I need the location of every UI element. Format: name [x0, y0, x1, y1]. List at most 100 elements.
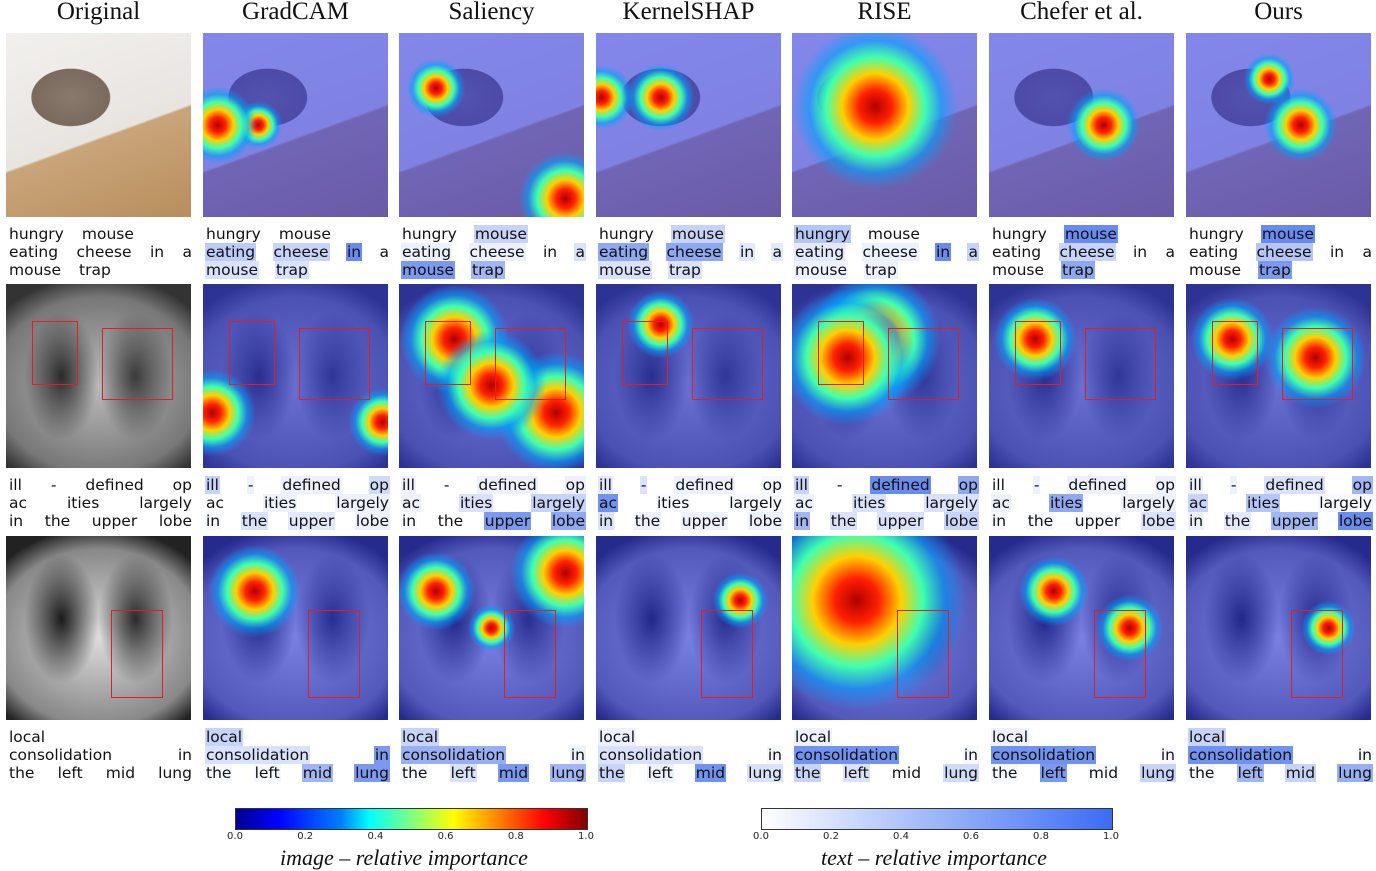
token-line: eating cheese in a: [991, 243, 1176, 261]
token: lung: [1337, 764, 1373, 782]
token-text: hungry mouse eating cheese in a mouse trap: [598, 225, 783, 279]
token: local: [401, 728, 440, 746]
token: mouse: [81, 225, 134, 243]
token: the: [9, 764, 35, 782]
token-line: local: [1188, 728, 1373, 746]
token: hungry: [794, 225, 851, 243]
token-line: ac ities largely: [598, 494, 783, 512]
token: a: [379, 243, 389, 261]
token: the: [598, 764, 626, 782]
token: lobe: [943, 512, 979, 530]
token: mid: [105, 764, 136, 782]
token: cheese: [1058, 243, 1116, 261]
heatmap-overlay: [989, 33, 1174, 217]
token: ities: [1048, 494, 1084, 512]
token: a: [771, 243, 783, 261]
token-line: local: [598, 728, 783, 746]
token: local: [794, 728, 833, 746]
token-text: hungry mouse eating cheese in a mouse trap: [205, 225, 390, 279]
token: ac: [991, 494, 1012, 512]
token: in: [1356, 746, 1373, 764]
token-text: hungry mouse eating cheese in a mouse trap: [401, 225, 586, 279]
token-text: local consolidation in the left mid lung: [1188, 728, 1373, 782]
column-header-original: Original: [56, 0, 141, 25]
token-line: hungry mouse: [205, 225, 390, 243]
token-text: ill - defined op ac ities largely in the upper lob…: [991, 476, 1176, 530]
token-line: hungry mouse: [8, 225, 193, 243]
token: lung: [158, 764, 192, 782]
token: lung: [1140, 764, 1176, 782]
token-line: hungry mouse: [794, 225, 979, 243]
token: in: [1132, 243, 1148, 261]
token-text: ill - defined op ac ities largely in the upper lob…: [205, 476, 390, 530]
column-header-gradcam: GradCAM: [242, 0, 349, 25]
token-line: ac ities largely: [8, 494, 193, 512]
heatmap-overlay: [1186, 33, 1371, 217]
token: ities: [851, 494, 887, 512]
token: mouse: [9, 261, 62, 279]
token: -: [246, 476, 255, 494]
heatmap-overlay: [792, 536, 977, 720]
token: defined: [281, 476, 342, 494]
token: in: [373, 746, 390, 764]
token: -: [1032, 476, 1041, 494]
token: the: [44, 512, 71, 530]
heatmap-image: [792, 33, 977, 217]
token: the: [401, 764, 429, 782]
token: largely: [139, 494, 192, 512]
token: ill: [992, 476, 1005, 494]
heatmap-image: [596, 33, 781, 217]
token-text: ill - defined op ac ities largely in the upper lob…: [794, 476, 979, 530]
token: ac: [9, 494, 28, 512]
token-line: ac ities largely: [205, 494, 390, 512]
ground-truth-box: [1094, 609, 1147, 699]
token: consolidation: [1188, 746, 1294, 764]
heatmap-image: [596, 536, 781, 720]
token: in: [177, 746, 192, 764]
token: in: [205, 512, 222, 530]
token-line: consolidation in: [598, 746, 783, 764]
token: op: [368, 476, 390, 494]
token-line: eating cheese in a: [598, 243, 783, 261]
token: local: [205, 728, 244, 746]
token: lobe: [354, 512, 390, 530]
token-line: ill - defined op: [8, 476, 193, 494]
token: trap: [471, 261, 505, 279]
token: upper: [680, 512, 729, 530]
token-line: ill - defined op: [1188, 476, 1373, 494]
token-line: ill - defined op: [598, 476, 783, 494]
token: consolidation: [794, 746, 900, 764]
heatmap-overlay: [203, 284, 388, 468]
token: left: [646, 764, 674, 782]
token: defined: [1067, 476, 1128, 494]
token: in: [598, 512, 615, 530]
token-line: eating cheese in a: [1188, 243, 1373, 261]
token: left: [842, 764, 870, 782]
token: lung: [550, 764, 586, 782]
token-line: consolidation in: [205, 746, 390, 764]
ground-truth-box: [621, 320, 669, 386]
image-colorbar: [235, 808, 588, 830]
token-line: the left mid lung: [401, 764, 586, 782]
token: cheese: [468, 243, 526, 261]
heatmap-overlay: [989, 284, 1174, 468]
heatmap-overlay: [596, 536, 781, 720]
token: in: [149, 243, 165, 261]
token: left: [57, 764, 83, 782]
heatmap-image: [1186, 33, 1371, 217]
token: eating: [1189, 243, 1239, 261]
token: defined: [1264, 476, 1325, 494]
token: lobe: [158, 512, 192, 530]
token: hungry: [1189, 225, 1244, 243]
token: upper: [1073, 512, 1122, 530]
heatmap-image: [203, 284, 388, 468]
colorbar-tick: 0.2: [823, 831, 839, 842]
ground-truth-box: [1211, 320, 1259, 386]
token: op: [957, 476, 979, 494]
token: in: [794, 512, 811, 530]
heatmap-image: [399, 33, 584, 217]
ground-truth-box: [692, 328, 763, 401]
token-line: in the upper lobe: [401, 512, 586, 530]
heatmap-image: [203, 33, 388, 217]
token: mouse: [794, 261, 849, 279]
